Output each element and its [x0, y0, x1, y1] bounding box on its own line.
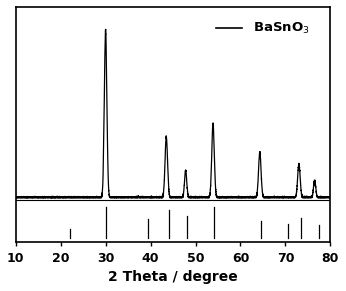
X-axis label: 2 Theta / degree: 2 Theta / degree [108, 270, 238, 284]
Legend: BaSnO$_3$: BaSnO$_3$ [210, 16, 314, 42]
